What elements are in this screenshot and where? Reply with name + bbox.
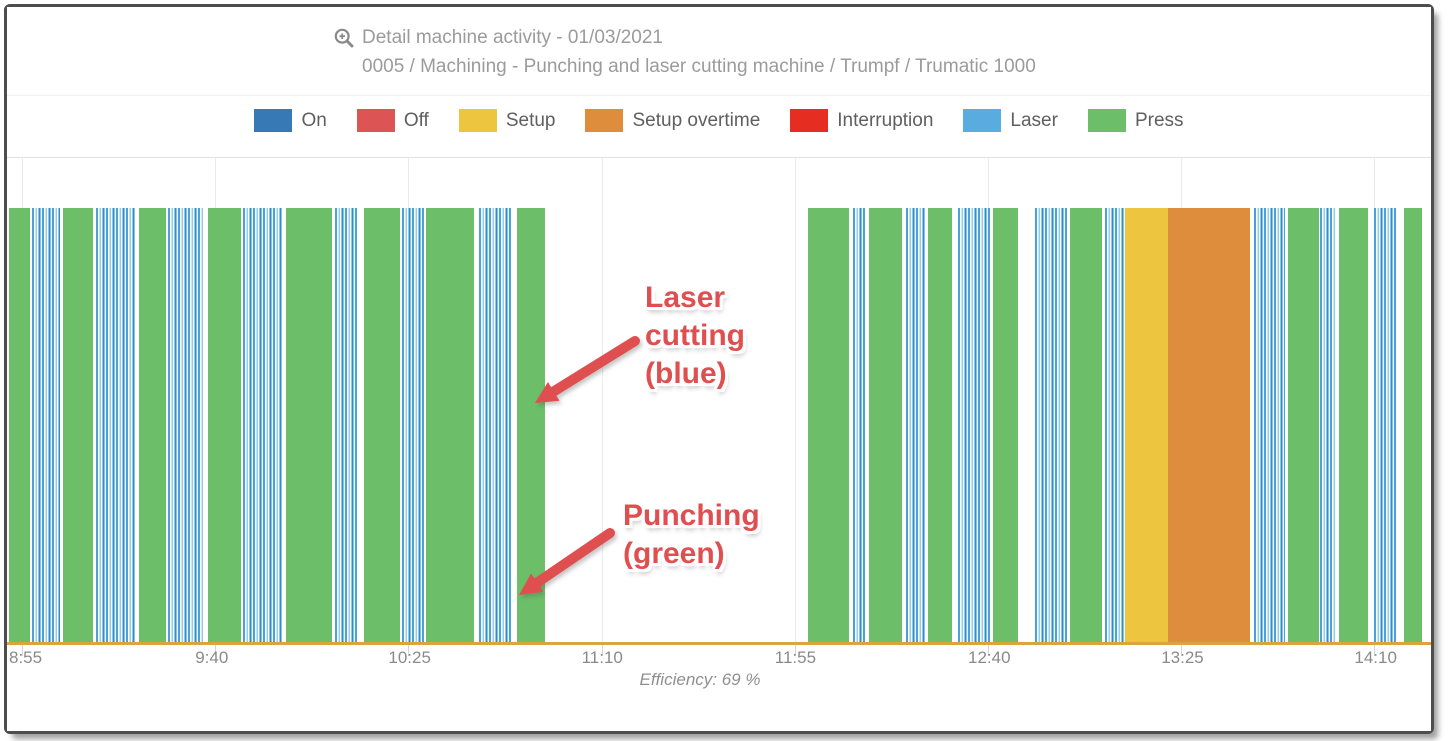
zoom-in-icon[interactable] xyxy=(334,28,354,48)
bar-laser-cluster[interactable] xyxy=(95,208,136,642)
bar-press-block[interactable] xyxy=(1070,208,1102,642)
bar-laser-cluster[interactable] xyxy=(906,208,926,642)
legend-swatch xyxy=(458,109,497,132)
annotation-arrow-shaft xyxy=(543,336,640,400)
legend-item-interruption[interactable]: Interruption xyxy=(790,109,933,132)
bar-press-block[interactable] xyxy=(364,208,401,642)
bar-press-block[interactable] xyxy=(9,208,30,642)
legend-item-label: Off xyxy=(403,109,429,131)
legend-item-label: Setup overtime xyxy=(632,109,761,131)
legend-item-setup[interactable]: Setup xyxy=(458,109,556,132)
bar-laser-cluster[interactable] xyxy=(167,208,204,642)
legend-item-label: Setup xyxy=(505,109,556,131)
legend-item-on[interactable]: On xyxy=(254,109,327,132)
annotation-text: Punching (green) xyxy=(623,497,760,573)
x-tick-mark xyxy=(1181,645,1183,656)
bar-laser-cluster[interactable] xyxy=(1105,208,1126,642)
legend-divider xyxy=(7,157,1431,158)
x-tick-label: 13:25 xyxy=(1161,648,1204,667)
legend-swatch xyxy=(254,109,293,132)
x-tick-mark xyxy=(794,645,796,656)
bar-laser-cluster[interactable] xyxy=(479,208,513,642)
bar-press-block[interactable] xyxy=(208,208,241,642)
grid-line xyxy=(794,158,796,643)
annotation-line: (blue) xyxy=(645,357,727,390)
activity-plot: 8:55 9:40 10:25 11:10 11:55 12:40 13:25 14:10 E… xyxy=(7,7,1431,731)
bar-laser-cluster[interactable] xyxy=(957,208,992,642)
bar-press-block[interactable] xyxy=(425,208,474,642)
legend-swatch xyxy=(356,109,395,132)
bar-press-block[interactable] xyxy=(928,208,952,642)
bar-press-block[interactable] xyxy=(1403,208,1422,642)
x-tick-label: 8:55 xyxy=(9,648,43,667)
efficiency-label: Efficiency: 69 % xyxy=(639,670,761,689)
bar-press-block[interactable] xyxy=(1288,208,1319,642)
legend-item-label: On xyxy=(301,109,327,131)
x-tick-label: 10:25 xyxy=(388,648,431,667)
legend-item-setup-overtime[interactable]: Setup overtime xyxy=(585,109,760,132)
annotation-line: Laser xyxy=(645,281,726,314)
bar-press-block[interactable] xyxy=(992,208,1018,642)
bar-press-block[interactable] xyxy=(139,208,166,642)
legend-swatch xyxy=(790,109,829,132)
bar-press-block[interactable] xyxy=(516,208,545,642)
legend-item-press[interactable]: Press xyxy=(1087,109,1184,132)
x-tick-label: 9:40 xyxy=(195,648,229,667)
bar-laser-cluster[interactable] xyxy=(1373,208,1396,642)
x-tick-mark xyxy=(1374,645,1376,656)
legend: On Off Setup Setup overtime Interruption Lase… xyxy=(7,109,1431,132)
header-divider xyxy=(7,95,1431,96)
x-tick-label: 11:10 xyxy=(581,648,623,667)
annotation-line: Punching xyxy=(623,499,760,532)
bar-setup_overtime[interactable] xyxy=(1168,208,1250,642)
bar-laser-cluster[interactable] xyxy=(31,208,61,642)
chart-subtitle: 0005 / Machining - Punching and laser cu… xyxy=(362,56,1036,77)
header: Detail machine activity - 01/03/2021 000… xyxy=(334,27,1036,78)
legend-swatch xyxy=(585,109,624,132)
x-axis-line xyxy=(7,642,1431,645)
legend-swatch xyxy=(1087,109,1126,132)
bar-laser-cluster[interactable] xyxy=(242,208,282,642)
x-tick-mark xyxy=(408,645,410,656)
bar-press-block[interactable] xyxy=(1338,208,1368,642)
bar-press-block[interactable] xyxy=(285,208,333,642)
chart-panel: Detail machine activity - 01/03/2021 000… xyxy=(7,7,1431,731)
annotation-line: (green) xyxy=(623,537,725,570)
x-tick-label: 11:55 xyxy=(774,648,817,667)
bar-press-block[interactable] xyxy=(63,208,94,642)
bar-laser-cluster[interactable] xyxy=(1254,208,1285,642)
x-tick-mark xyxy=(601,645,603,656)
legend-item-label: Press xyxy=(1134,109,1184,131)
x-tick-mark xyxy=(987,645,989,656)
legend-item-label: Interruption xyxy=(837,109,934,131)
chart-window: Detail machine activity - 01/03/2021 000… xyxy=(4,4,1434,734)
annotation-line: cutting xyxy=(645,319,745,352)
legend-swatch xyxy=(963,109,1002,132)
bar-laser-cluster[interactable] xyxy=(335,208,358,642)
x-tick-mark xyxy=(22,645,23,656)
x-tick-mark xyxy=(215,645,217,656)
chart-title: Detail machine activity - 01/03/2021 xyxy=(362,27,663,48)
annotation-text: Laser cutting (blue) xyxy=(645,279,745,393)
bar-laser-cluster[interactable] xyxy=(853,208,867,642)
bar-laser-cluster[interactable] xyxy=(1035,208,1067,642)
bar-setup[interactable] xyxy=(1125,208,1169,642)
x-tick-label: 12:40 xyxy=(967,648,1011,667)
bar-press-block[interactable] xyxy=(868,208,903,642)
bar-laser-cluster[interactable] xyxy=(1320,208,1336,642)
grid-line xyxy=(601,158,603,643)
legend-item-label: Laser xyxy=(1010,109,1058,131)
x-tick-label: 14:10 xyxy=(1354,648,1397,667)
legend-item-laser[interactable]: Laser xyxy=(963,109,1058,132)
bar-laser-cluster[interactable] xyxy=(402,208,424,642)
bar-press-block[interactable] xyxy=(807,208,850,642)
legend-item-off[interactable]: Off xyxy=(356,109,429,132)
